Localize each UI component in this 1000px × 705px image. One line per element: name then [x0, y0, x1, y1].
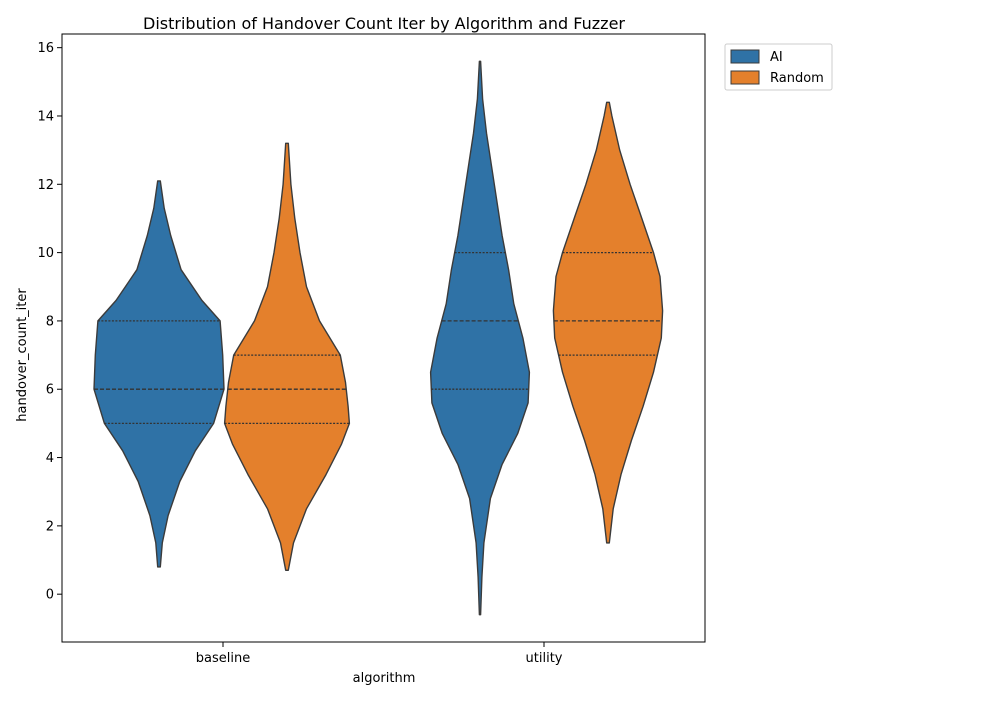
y-tick-label: 8 — [46, 314, 54, 329]
x-tick-label-baseline: baseline — [196, 651, 250, 666]
y-tick-label: 0 — [46, 588, 54, 603]
legend: AI Random — [724, 43, 833, 91]
x-tick-label-utility: utility — [526, 651, 563, 666]
y-axis: 0 2 4 6 8 10 12 14 16 — [37, 41, 62, 603]
y-tick-label: 6 — [46, 383, 54, 398]
plot-frame — [61, 33, 706, 643]
y-tick-label: 4 — [46, 451, 54, 466]
chart-title: Distribution of Handover Count Iter by A… — [143, 14, 625, 33]
legend-label-random: Random — [770, 71, 824, 86]
y-tick-label: 2 — [46, 519, 54, 534]
x-axis: baseline utility — [196, 642, 563, 666]
y-tick-label: 10 — [37, 246, 54, 261]
legend-label-ai: AI — [770, 50, 783, 65]
violin-ai-baseline — [93, 180, 225, 568]
x-axis-label: algorithm — [353, 671, 416, 686]
legend-swatch-ai — [730, 49, 760, 64]
legend-swatch-random — [730, 70, 760, 85]
violins-layer — [93, 60, 664, 616]
violin-ai-utility — [429, 60, 531, 616]
y-tick-label: 16 — [37, 41, 54, 56]
y-axis-label: handover_count_iter — [15, 288, 30, 422]
violin-random-utility — [552, 101, 664, 544]
y-tick-label: 12 — [37, 178, 54, 193]
violin-random-baseline — [223, 142, 351, 571]
y-tick-label: 14 — [37, 109, 54, 124]
